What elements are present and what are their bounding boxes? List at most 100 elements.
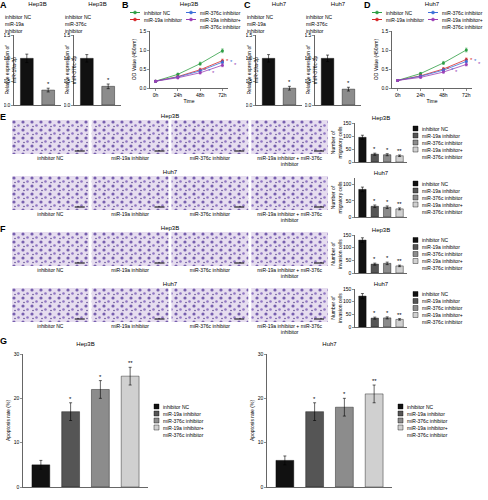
svg-text:48h: 48h	[196, 92, 205, 98]
svg-text:50: 50	[346, 198, 352, 204]
svg-text:inhibitor NC: inhibitor NC	[422, 237, 449, 243]
svg-text:*: *	[212, 70, 215, 76]
svg-text:*: *	[208, 68, 211, 74]
svg-text:inhibitor NC: inhibitor NC	[37, 323, 64, 329]
svg-text:*: *	[373, 310, 376, 316]
svg-text:*: *	[347, 80, 350, 86]
svg-text:1.0: 1.0	[4, 55, 11, 61]
svg-text:Huh7: Huh7	[163, 281, 178, 287]
svg-text:Relative expression ofmiR-376c: Relative expression ofmiR-376c-3p	[64, 45, 77, 95]
svg-text:miR-376c inhibitor: miR-376c inhibitor	[407, 432, 448, 438]
svg-text:*: *	[313, 396, 316, 402]
svg-text:inhibitor: inhibitor	[5, 28, 23, 34]
svg-text:*: *	[386, 255, 389, 261]
svg-text:miR-19a: miR-19a	[5, 21, 24, 27]
svg-text:miR-376c inhibitor: miR-376c inhibitor	[442, 10, 483, 16]
svg-text:20: 20	[14, 395, 20, 401]
svg-text:1.0: 1.0	[305, 55, 312, 61]
svg-text:inhibitor: inhibitor	[281, 217, 299, 223]
svg-text:*: *	[107, 77, 110, 83]
svg-text:Apoptosis rate (%): Apoptosis rate (%)	[5, 400, 11, 441]
svg-text:miR-376c inhibitor: miR-376c inhibitor	[422, 140, 463, 146]
svg-text:inhibitor NC: inhibitor NC	[386, 10, 413, 16]
svg-text:Huh7: Huh7	[331, 1, 346, 7]
svg-text:0: 0	[17, 484, 20, 490]
svg-text:0: 0	[349, 159, 352, 165]
svg-text:miR-19a inhibitor: miR-19a inhibitor	[111, 211, 149, 217]
svg-text:miR-19a inhibitor: miR-19a inhibitor	[163, 411, 201, 417]
svg-text:Number ofmigratory cells: Number ofmigratory cells	[330, 181, 343, 214]
svg-text:10: 10	[258, 439, 264, 445]
svg-text:0.5: 0.5	[246, 78, 253, 84]
svg-text:0: 0	[261, 484, 264, 490]
svg-text:miR-19a inhibitor+: miR-19a inhibitor+	[163, 425, 204, 431]
svg-text:Number ofmigratory cells: Number ofmigratory cells	[330, 126, 343, 159]
svg-text:Number ofinvasion cells: Number ofinvasion cells	[330, 293, 343, 323]
svg-text:inhibitor NC: inhibitor NC	[422, 126, 449, 132]
svg-text:miR-376c inhibitor: miR-376c inhibitor	[190, 155, 231, 161]
svg-text:miR-376c inhibitor: miR-376c inhibitor	[422, 319, 463, 325]
svg-text:50: 50	[346, 146, 352, 152]
svg-text:miR-19a inhibitor: miR-19a inhibitor	[111, 267, 149, 273]
svg-text:inhibitor NC: inhibitor NC	[37, 211, 64, 217]
svg-text:miR-19a inhibitor+: miR-19a inhibitor+	[407, 425, 448, 431]
svg-text:100: 100	[343, 244, 352, 250]
svg-text:*: *	[204, 67, 207, 73]
svg-text:*: *	[230, 59, 233, 65]
svg-text:**: **	[397, 258, 402, 264]
svg-text:inhibitor: inhibitor	[281, 273, 299, 279]
svg-text:100: 100	[343, 133, 352, 139]
svg-text:inhibitor: inhibitor	[281, 329, 299, 335]
svg-text:inhibitor: inhibitor	[247, 28, 265, 34]
svg-text:0.0: 0.0	[4, 102, 11, 108]
svg-text:Huh7: Huh7	[272, 1, 287, 7]
svg-text:0.5: 0.5	[64, 78, 71, 84]
svg-text:OD Value (450nm): OD Value (450nm)	[373, 39, 379, 81]
svg-text:inhibitor: inhibitor	[65, 28, 83, 34]
svg-text:1.0: 1.0	[381, 47, 388, 53]
svg-text:Hep3B: Hep3B	[28, 1, 46, 7]
svg-text:miR-376c inhibitor: miR-376c inhibitor	[422, 195, 463, 201]
svg-text:10: 10	[14, 439, 20, 445]
svg-text:Hep3B: Hep3B	[161, 113, 179, 119]
svg-text:miR-19a inhibitor: miR-19a inhibitor	[422, 244, 460, 250]
svg-text:50: 50	[346, 257, 352, 263]
svg-text:0: 0	[349, 214, 352, 220]
svg-text:miR-376c inhibitor: miR-376c inhibitor	[407, 418, 448, 424]
svg-text:**: **	[397, 201, 402, 207]
svg-text:*: *	[373, 198, 376, 204]
svg-text:inhibitor NC: inhibitor NC	[5, 14, 32, 20]
svg-text:inhibitor: inhibitor	[306, 28, 324, 34]
svg-text:miR-19a: miR-19a	[247, 21, 266, 27]
svg-text:inhibitor NC: inhibitor NC	[144, 10, 171, 16]
svg-text:Relative expression ofmiR-376c: Relative expression ofmiR-376c-3p	[305, 45, 318, 95]
svg-text:inhibitor NC: inhibitor NC	[306, 14, 333, 20]
svg-text:miR-376c inhibitor: miR-376c inhibitor	[422, 305, 463, 311]
svg-text:0.0: 0.0	[381, 85, 388, 91]
svg-text:miR-376c inhibitor: miR-376c inhibitor	[163, 418, 204, 424]
svg-text:Huh7: Huh7	[163, 169, 178, 175]
svg-text:miR-19a inhibitor+: miR-19a inhibitor+	[422, 202, 463, 208]
svg-text:inhibitor NC: inhibitor NC	[65, 14, 92, 20]
svg-text:Hep3B: Hep3B	[88, 1, 106, 7]
svg-text:0.0: 0.0	[246, 102, 253, 108]
svg-text:150: 150	[343, 120, 352, 126]
svg-text:inhibitor NC: inhibitor NC	[37, 267, 64, 273]
svg-text:Hep3B: Hep3B	[76, 341, 94, 347]
svg-text:0.0: 0.0	[305, 102, 312, 108]
svg-text:24h: 24h	[174, 92, 183, 98]
svg-text:*: *	[451, 67, 454, 73]
svg-text:1.5: 1.5	[4, 32, 11, 38]
svg-text:Relative expression ofmiR-19a-: Relative expression ofmiR-19a-3p	[4, 45, 16, 95]
svg-text:**: **	[372, 378, 377, 384]
svg-text:*: *	[288, 79, 291, 85]
svg-text:100: 100	[343, 181, 352, 187]
svg-text:miR-19a inhibitor: miR-19a inhibitor	[422, 133, 460, 139]
svg-text:30: 30	[258, 351, 264, 357]
svg-text:0.5: 0.5	[305, 78, 312, 84]
svg-text:inhibitor NC: inhibitor NC	[163, 404, 190, 410]
svg-text:miR-19a inhibitor: miR-19a inhibitor	[386, 17, 424, 23]
svg-text:0.5: 0.5	[381, 66, 388, 72]
svg-text:*: *	[386, 147, 389, 153]
svg-text:inhibitor NC: inhibitor NC	[247, 14, 274, 20]
